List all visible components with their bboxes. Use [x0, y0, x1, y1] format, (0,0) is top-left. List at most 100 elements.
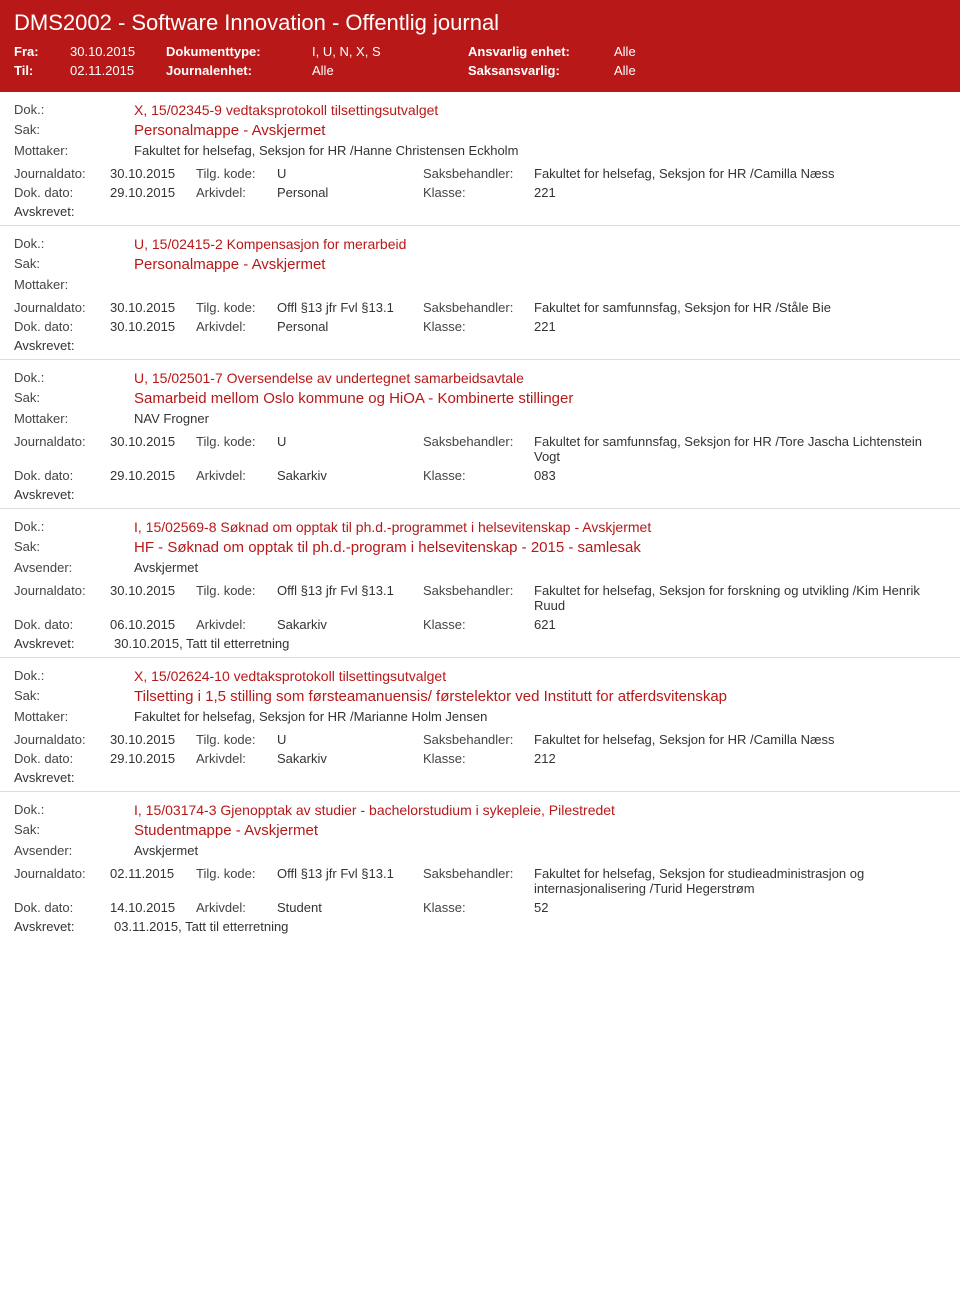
arkivdel-label: Arkivdel: — [196, 617, 271, 632]
sak-value: Personalmappe - Avskjermet — [134, 256, 946, 273]
klasse-value: 083 — [534, 468, 946, 483]
dok-value: I, 15/02569-8 Søknad om opptak til ph.d.… — [134, 519, 946, 535]
party-label: Mottaker: — [14, 277, 124, 292]
klasse-label: Klasse: — [423, 900, 528, 915]
entries-list: Dok.: X, 15/02345-9 vedtaksprotokoll til… — [0, 92, 960, 940]
header-filter-grid: Fra: 30.10.2015 Dokumenttype: I, U, N, X… — [14, 44, 946, 78]
til-label: Til: — [14, 63, 64, 78]
report-title: DMS2002 - Software Innovation - Offentli… — [14, 10, 946, 36]
arkivdel-value: Personal — [277, 185, 417, 200]
journal-entry: Dok.: U, 15/02501-7 Oversendelse av unde… — [0, 359, 960, 508]
tilg-value: Offl §13 jfr Fvl §13.1 — [277, 300, 417, 315]
journaldato-value: 30.10.2015 — [110, 300, 190, 315]
saksbeh-value: Fakultet for samfunnsfag, Seksjon for HR… — [534, 300, 946, 315]
journaldato-value: 30.10.2015 — [110, 434, 190, 449]
journaldato-label: Journaldato: — [14, 300, 104, 315]
journaldato-label: Journaldato: — [14, 583, 104, 598]
dok-label: Dok.: — [14, 236, 124, 252]
saksbeh-value: Fakultet for helsefag, Seksjon for HR /C… — [534, 732, 946, 747]
sak-value: HF - Søknad om opptak til ph.d.-program … — [134, 539, 946, 556]
journalenhet-label: Journalenhet: — [166, 63, 306, 78]
party-label: Avsender: — [14, 843, 124, 858]
saksbeh-label: Saksbehandler: — [423, 583, 528, 598]
tilg-value: U — [277, 434, 417, 449]
avskrevet-label: Avskrevet: — [14, 636, 104, 651]
arkivdel-value: Sakarkiv — [277, 751, 417, 766]
tilg-label: Tilg. kode: — [196, 434, 271, 449]
fra-label: Fra: — [14, 44, 64, 59]
sak-label: Sak: — [14, 688, 124, 705]
avskrevet-value — [114, 487, 946, 502]
journaldato-label: Journaldato: — [14, 866, 104, 881]
dok-label: Dok.: — [14, 519, 124, 535]
klasse-value: 52 — [534, 900, 946, 915]
journal-entry: Dok.: X, 15/02345-9 vedtaksprotokoll til… — [0, 92, 960, 225]
journaldato-label: Journaldato: — [14, 732, 104, 747]
dok-value: U, 15/02415-2 Kompensasjon for merarbeid — [134, 236, 946, 252]
avskrevet-value: 30.10.2015, Tatt til etterretning — [114, 636, 946, 651]
saksansvarlig-label: Saksansvarlig: — [468, 63, 608, 78]
journaldato-label: Journaldato: — [14, 166, 104, 181]
party-value: Fakultet for helsefag, Seksjon for HR /M… — [134, 709, 946, 724]
tilg-label: Tilg. kode: — [196, 300, 271, 315]
dok-value: X, 15/02624-10 vedtaksprotokoll tilsetti… — [134, 668, 946, 684]
saksbeh-value: Fakultet for samfunnsfag, Seksjon for HR… — [534, 434, 946, 464]
dok-label: Dok.: — [14, 802, 124, 818]
klasse-label: Klasse: — [423, 319, 528, 334]
sak-value: Samarbeid mellom Oslo kommune og HiOA - … — [134, 390, 946, 407]
arkivdel-label: Arkivdel: — [196, 319, 271, 334]
klasse-value: 221 — [534, 185, 946, 200]
dokdato-value: 29.10.2015 — [110, 185, 190, 200]
arkivdel-value: Sakarkiv — [277, 468, 417, 483]
sak-label: Sak: — [14, 122, 124, 139]
klasse-value: 221 — [534, 319, 946, 334]
party-label: Mottaker: — [14, 143, 124, 158]
arkivdel-label: Arkivdel: — [196, 185, 271, 200]
arkivdel-label: Arkivdel: — [196, 900, 271, 915]
avskrevet-value — [114, 204, 946, 219]
journaldato-value: 30.10.2015 — [110, 583, 190, 598]
klasse-value: 212 — [534, 751, 946, 766]
dokdato-label: Dok. dato: — [14, 751, 104, 766]
party-value: Avskjermet — [134, 560, 946, 575]
doktype-label: Dokumenttype: — [166, 44, 306, 59]
party-value: Fakultet for helsefag, Seksjon for HR /H… — [134, 143, 946, 158]
klasse-value: 621 — [534, 617, 946, 632]
klasse-label: Klasse: — [423, 185, 528, 200]
sak-label: Sak: — [14, 822, 124, 839]
sak-value: Studentmappe - Avskjermet — [134, 822, 946, 839]
dokdato-value: 14.10.2015 — [110, 900, 190, 915]
sak-value: Personalmappe - Avskjermet — [134, 122, 946, 139]
dok-label: Dok.: — [14, 668, 124, 684]
dokdato-label: Dok. dato: — [14, 617, 104, 632]
party-value: Avskjermet — [134, 843, 946, 858]
saksbeh-label: Saksbehandler: — [423, 434, 528, 449]
dokdato-label: Dok. dato: — [14, 468, 104, 483]
avskrevet-label: Avskrevet: — [14, 204, 104, 219]
tilg-value: U — [277, 732, 417, 747]
saksbeh-label: Saksbehandler: — [423, 732, 528, 747]
ansvarlig-label: Ansvarlig enhet: — [468, 44, 608, 59]
sak-label: Sak: — [14, 256, 124, 273]
dok-value: X, 15/02345-9 vedtaksprotokoll tilsettin… — [134, 102, 946, 118]
doktype-value: I, U, N, X, S — [312, 44, 462, 59]
klasse-label: Klasse: — [423, 617, 528, 632]
dokdato-label: Dok. dato: — [14, 319, 104, 334]
tilg-label: Tilg. kode: — [196, 583, 271, 598]
saksbeh-value: Fakultet for helsefag, Seksjon for forsk… — [534, 583, 946, 613]
dokdato-value: 29.10.2015 — [110, 751, 190, 766]
dokdato-label: Dok. dato: — [14, 900, 104, 915]
saksbeh-label: Saksbehandler: — [423, 166, 528, 181]
journal-entry: Dok.: I, 15/02569-8 Søknad om opptak til… — [0, 508, 960, 657]
saksbeh-label: Saksbehandler: — [423, 300, 528, 315]
dok-label: Dok.: — [14, 102, 124, 118]
fra-value: 30.10.2015 — [70, 44, 160, 59]
saksbeh-label: Saksbehandler: — [423, 866, 528, 881]
arkivdel-value: Sakarkiv — [277, 617, 417, 632]
dok-value: I, 15/03174-3 Gjenopptak av studier - ba… — [134, 802, 946, 818]
sak-label: Sak: — [14, 539, 124, 556]
arkivdel-value: Personal — [277, 319, 417, 334]
tilg-label: Tilg. kode: — [196, 866, 271, 881]
avskrevet-label: Avskrevet: — [14, 770, 104, 785]
avskrevet-label: Avskrevet: — [14, 338, 104, 353]
